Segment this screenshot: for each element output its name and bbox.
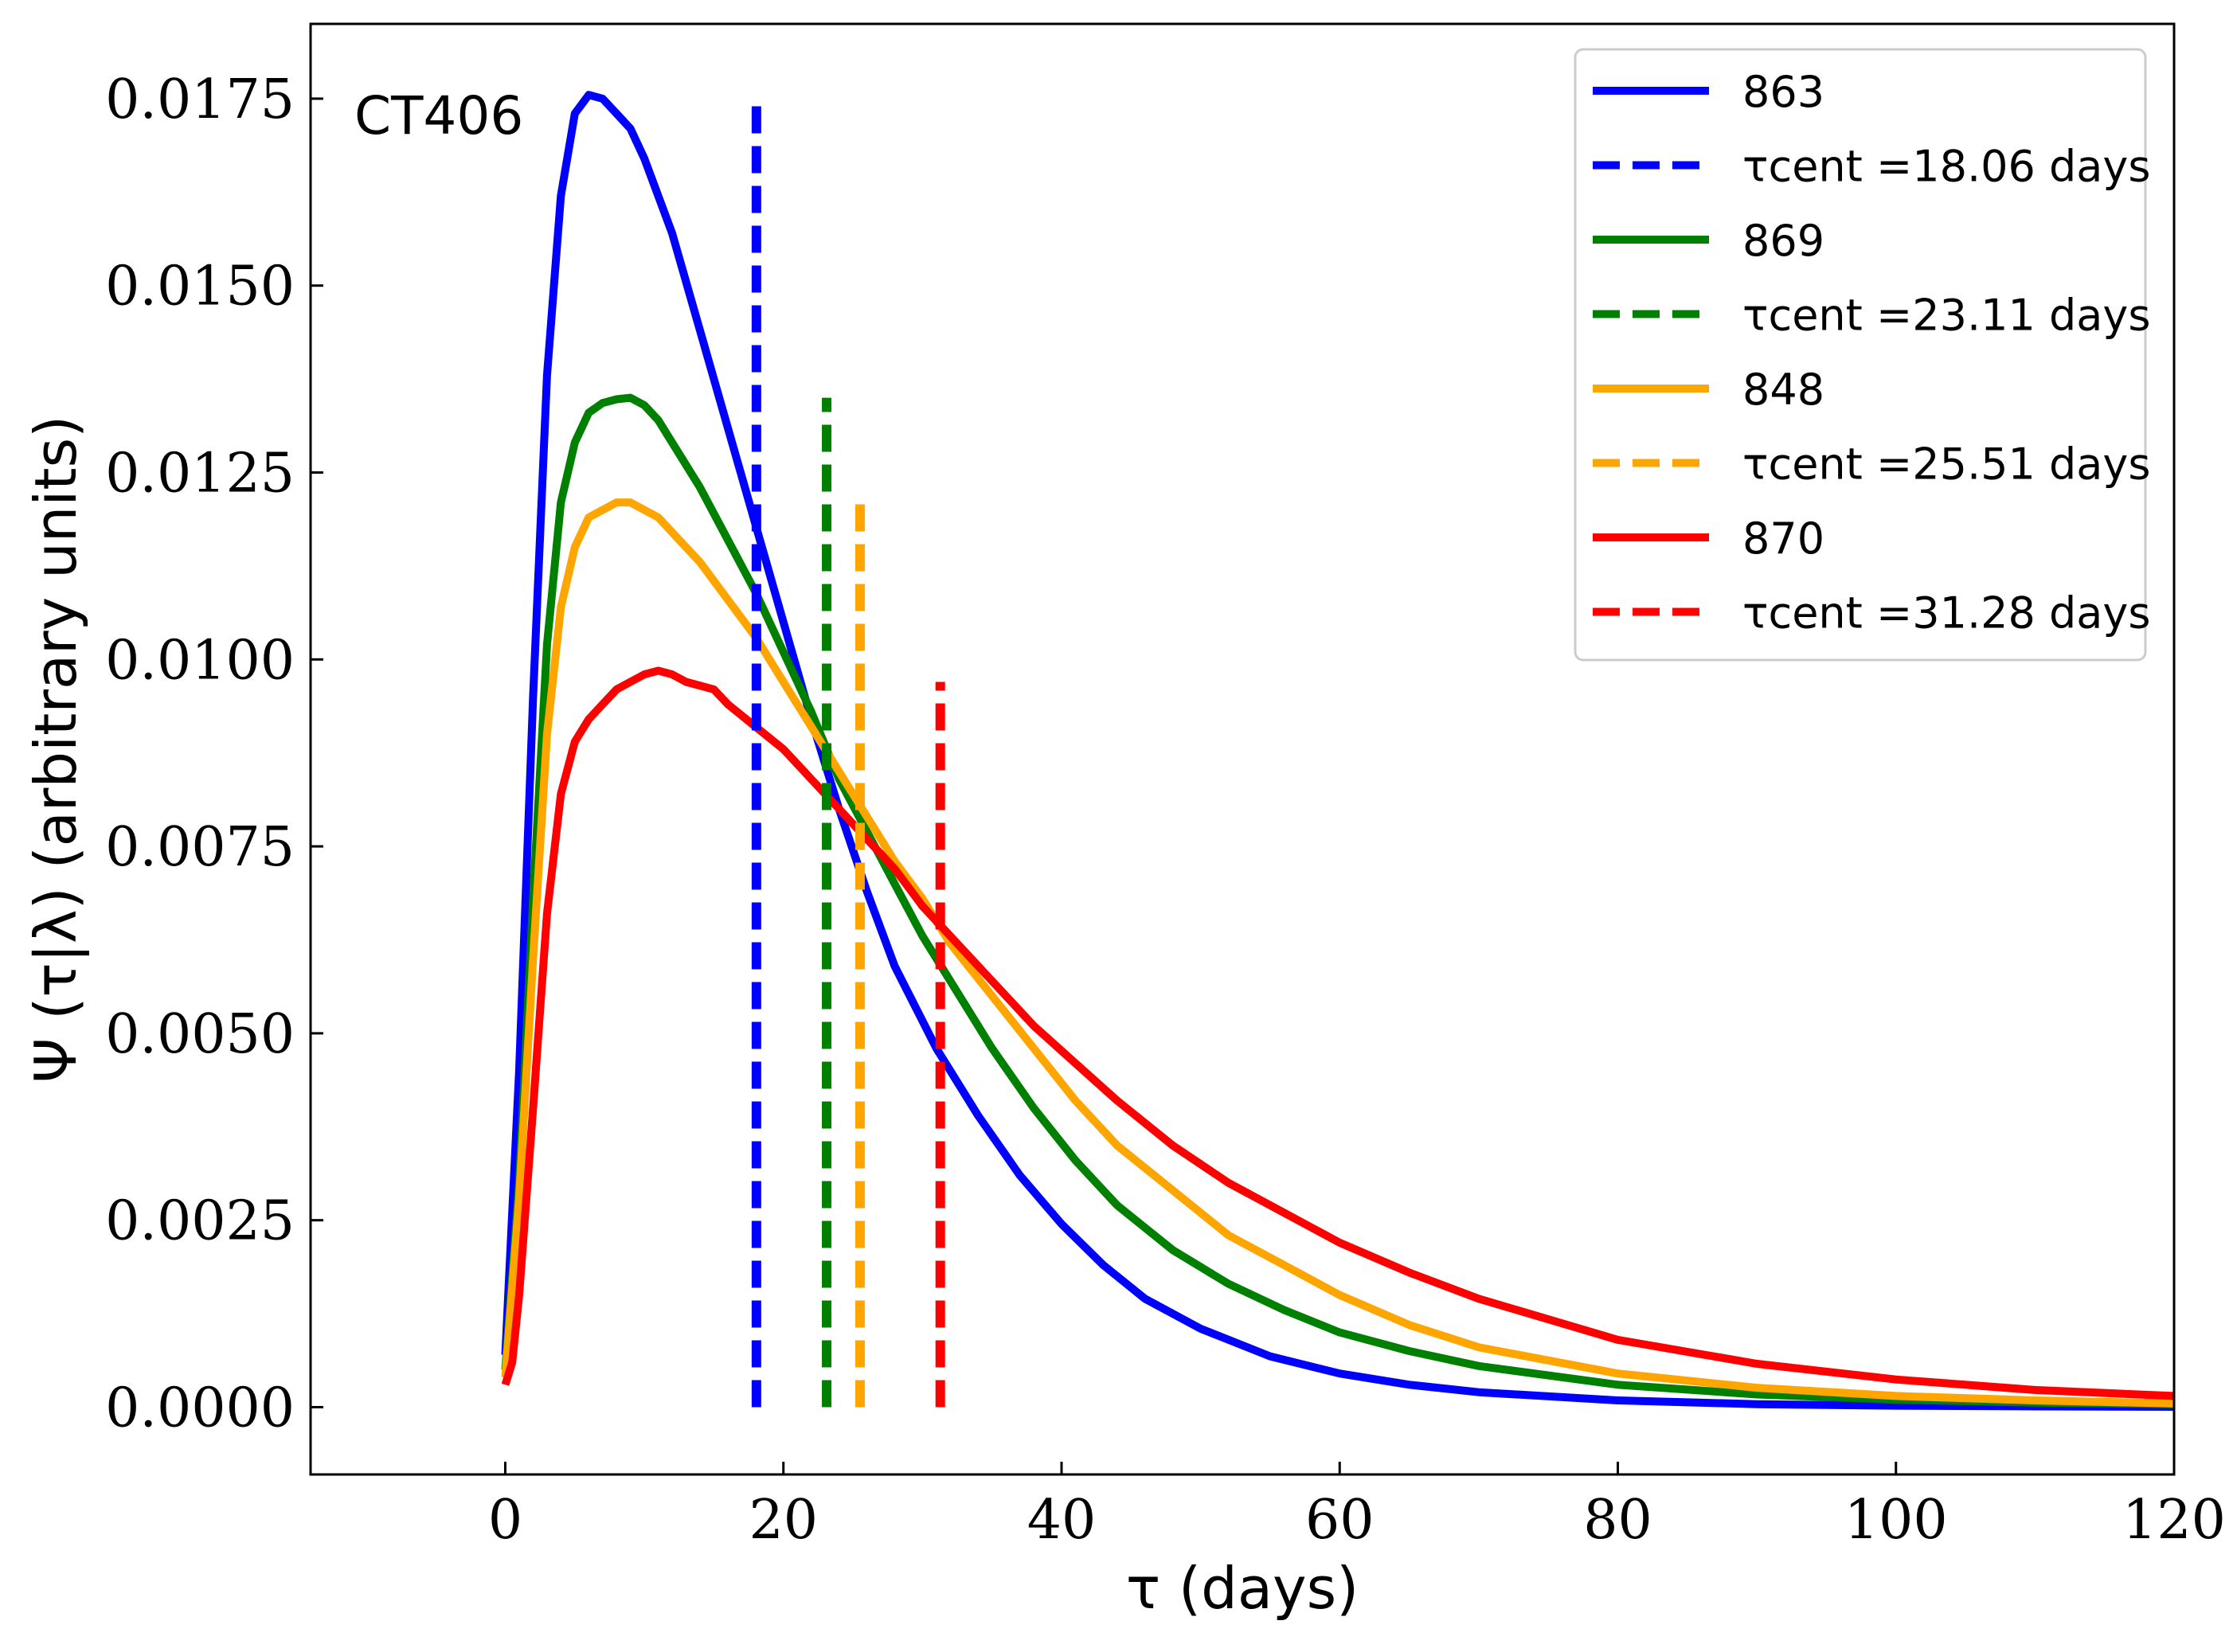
y-tick-label: 0.0100 (105, 629, 295, 692)
x-tick-label: 40 (1027, 1489, 1097, 1552)
y-axis-label: Ψ (τ|λ) (arbitrary units) (22, 416, 90, 1084)
y-tick-label: 0.0150 (105, 256, 295, 318)
series-line-848 (501, 498, 2174, 1408)
series-line-869 (501, 393, 2174, 1408)
legend-label-centroid-848: τcent =25.51 days (1742, 439, 2150, 490)
plot-frame (309, 22, 2176, 1476)
legend-label-863: 863 (1742, 67, 1824, 117)
x-tick-label: 20 (749, 1489, 818, 1552)
legend-label-848: 848 (1742, 365, 1824, 415)
x-tick-label: 0 (488, 1489, 522, 1552)
y-tick-label: 0.0075 (105, 816, 295, 879)
legend: 863 τcent =18.06 days 869 τcent =23.11 days… (1574, 48, 2150, 662)
x-axis-label: τ (days) (1126, 1555, 1359, 1622)
legend-label-869: 869 (1742, 216, 1824, 266)
chart-annotation: CT406 (354, 85, 523, 146)
y-tick-label: 0.0175 (105, 68, 295, 131)
series-line-863 (501, 91, 2174, 1411)
legend-label-centroid-870: τcent =31.28 days (1742, 588, 2150, 639)
y-tick-label: 0.0025 (105, 1190, 295, 1253)
y-tick-label: 0.0000 (105, 1377, 295, 1439)
x-tick-label: 60 (1305, 1489, 1375, 1552)
legend-label-870: 870 (1742, 514, 1824, 564)
legend-label-centroid-863: τcent =18.06 days (1742, 142, 2150, 192)
y-tick-label: 0.0050 (105, 1003, 295, 1066)
x-tick-label: 80 (1583, 1489, 1652, 1552)
x-tick-label: 120 (2122, 1489, 2226, 1552)
y-tick-label: 0.0125 (105, 443, 295, 506)
legend-box (1574, 48, 2147, 662)
x-tick-label: 100 (1844, 1489, 1948, 1552)
legend-label-centroid-869: τcent =23.11 days (1742, 291, 2150, 341)
